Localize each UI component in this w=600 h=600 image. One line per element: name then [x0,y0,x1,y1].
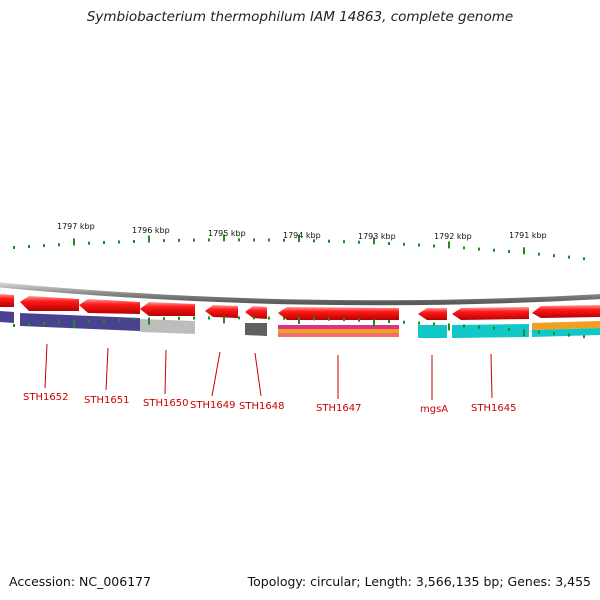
genome-backbone [0,282,600,306]
scale-label-1796: 1796 kbp [132,226,170,235]
scale-label-1795: 1795 kbp [208,229,246,238]
scale-label-1794: 1794 kbp [283,231,321,240]
accession-text: Accession: NC_006177 [9,574,152,589]
leader-sth1645 [490,353,493,399]
gene-track [0,294,600,320]
cog-bar-sth1644-orange [532,321,600,330]
gene-arrow-sth1650 [140,302,195,316]
cog-bar-sth1652-1651 [20,313,140,331]
gene-arrow-sth1651 [79,299,140,314]
cog-bar-sth1653 [0,311,14,323]
leader-sth1650 [164,349,167,395]
cog-bar-sth1644-cyan [532,328,600,337]
gene-label-sth1652: STH1652 [23,392,68,403]
cog-bar-sth1647-pink [278,325,399,329]
gene-label-sth1649: STH1649 [190,400,235,411]
leader-sth1651 [105,347,109,391]
gene-label-sth1651: STH1651 [84,395,129,406]
gene-arrow-mgsa [418,308,447,320]
scale-labels: 1797 kbp 1796 kbp 1795 kbp 1794 kbp 1793… [57,222,547,241]
gene-label-sth1650: STH1650 [143,398,188,409]
gene-arrow-sth1648 [245,306,267,319]
gene-label-mgsa: mgsA [420,404,448,415]
leader-sth1649 [211,351,221,397]
scale-label-1797: 1797 kbp [57,222,95,231]
scale-label-1791: 1791 kbp [509,231,547,240]
gene-label-sth1648: STH1648 [239,401,284,412]
genome-title: Symbiobacterium thermophilum IAM 14863, … [86,9,514,25]
gene-arrow-sth1645 [452,307,529,320]
cog-bar-sth1650 [140,319,195,334]
gene-arrow-sth1644 [532,305,600,318]
cog-bar-sth1647-orange [278,329,399,333]
gene-arrow-sth1647 [278,307,399,320]
scale-label-1792: 1792 kbp [434,232,472,241]
cog-bar-sth1645 [452,324,529,338]
leader-sth1652 [44,343,48,389]
gene-labels: STH1652 STH1651 STH1650 STH1649 STH1648 … [23,392,516,415]
scale-label-1793: 1793 kbp [358,232,396,241]
gene-label-leaders [44,343,493,400]
scale-ticks-inner [13,316,585,339]
cog-bar-sth1647-salmon [278,333,399,337]
cog-bar-mgsa [418,325,447,338]
cog-track [0,311,600,338]
gene-label-sth1645: STH1645 [471,403,516,414]
gene-label-sth1647: STH1647 [316,403,361,414]
gene-arrow-sth1652 [20,296,79,311]
cog-bar-sth1648 [245,323,267,336]
leader-sth1648 [254,352,262,397]
gene-arrow-sth1649 [205,305,238,318]
gene-arrow-sth1653 [0,294,14,307]
topology-summary: Topology: circular; Length: 3,566,135 bp… [247,574,591,589]
scale-ticks-outer [13,234,585,261]
